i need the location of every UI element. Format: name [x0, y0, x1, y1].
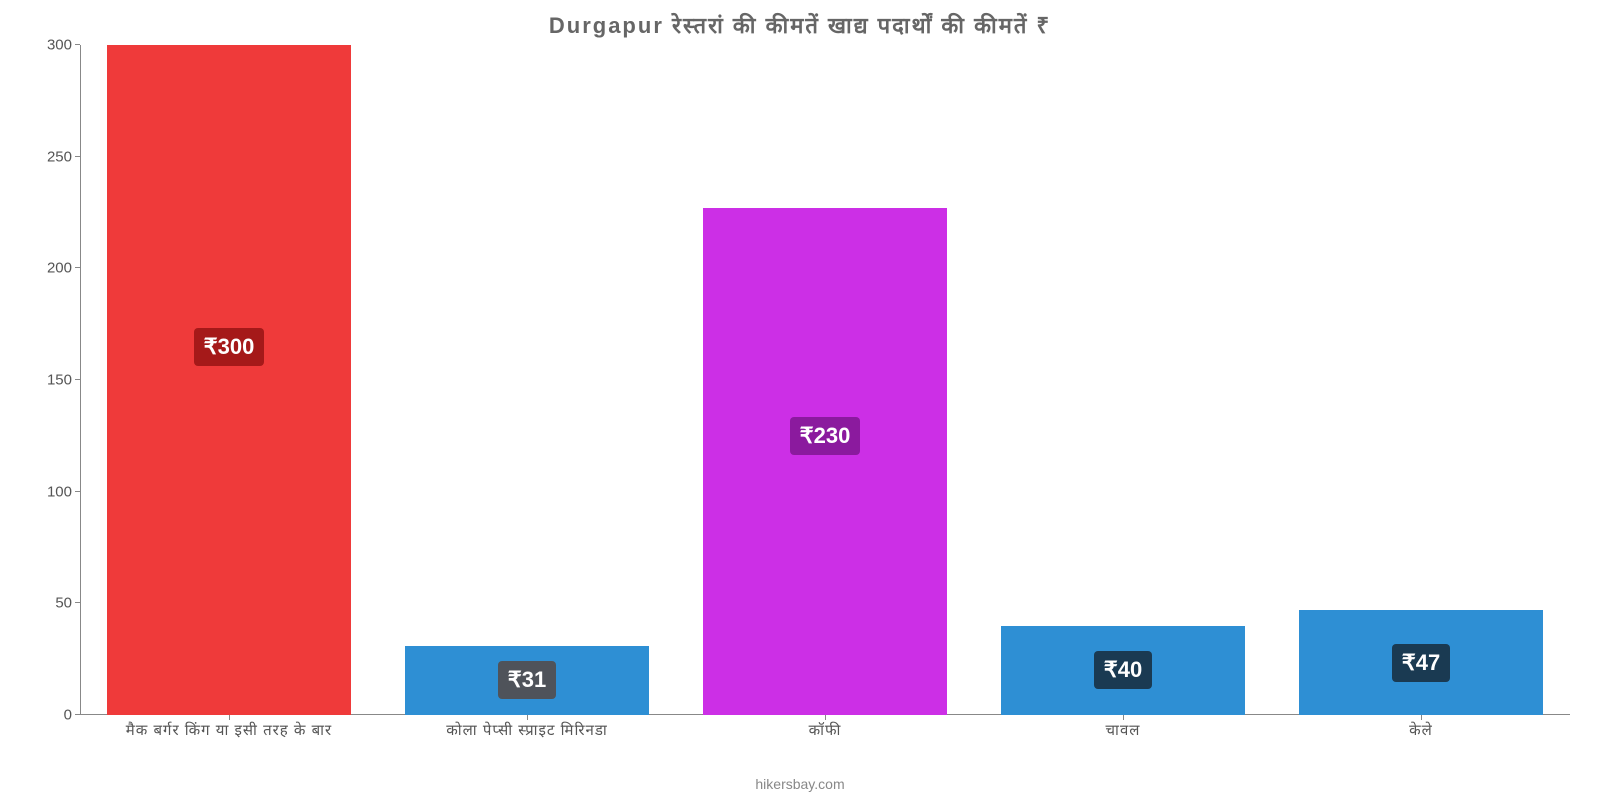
bar: ₹230 — [703, 208, 947, 715]
value-badge: ₹47 — [1392, 644, 1450, 682]
value-badge: ₹40 — [1094, 651, 1152, 689]
x-category-label: कॉफी — [676, 720, 974, 740]
y-tick-label: 100 — [47, 483, 72, 500]
y-tick-label: 0 — [64, 707, 72, 724]
value-badge: ₹31 — [498, 661, 556, 699]
x-labels-container: मैक बर्गर किंग या इसी तरह के बारकोला पेप… — [80, 720, 1570, 740]
chart-title: Durgapur रेस्तरां की कीमतें खाद्य पदार्थ… — [0, 0, 1600, 40]
attribution-text: hikersbay.com — [0, 776, 1600, 792]
x-category-label: केले — [1272, 720, 1570, 740]
bar: ₹31 — [405, 646, 649, 715]
y-tick-label: 200 — [47, 260, 72, 277]
bar-slot: ₹47 — [1272, 45, 1570, 715]
x-category-label: मैक बर्गर किंग या इसी तरह के बार — [80, 720, 378, 740]
bar: ₹40 — [1001, 626, 1245, 715]
bar: ₹47 — [1299, 610, 1543, 715]
y-tick-label: 150 — [47, 372, 72, 389]
bars-container: ₹300 ₹31 ₹230 ₹40 ₹47 — [80, 45, 1570, 715]
bar-slot: ₹40 — [974, 45, 1272, 715]
value-badge: ₹300 — [194, 328, 265, 366]
y-tick-label: 300 — [47, 37, 72, 54]
bar: ₹300 — [107, 45, 351, 715]
chart-plot-area: 050100150200250300 ₹300₹31₹230₹40₹47 — [80, 45, 1570, 715]
y-tick-label: 50 — [55, 595, 72, 612]
value-badge: ₹230 — [790, 417, 861, 455]
x-category-label: चावल — [974, 720, 1272, 740]
bar-slot: ₹31 — [378, 45, 676, 715]
bar-slot: ₹300 — [80, 45, 378, 715]
bar-slot: ₹230 — [676, 45, 974, 715]
y-tick-label: 250 — [47, 148, 72, 165]
x-category-label: कोला पेप्सी स्प्राइट मिरिनडा — [378, 720, 676, 740]
